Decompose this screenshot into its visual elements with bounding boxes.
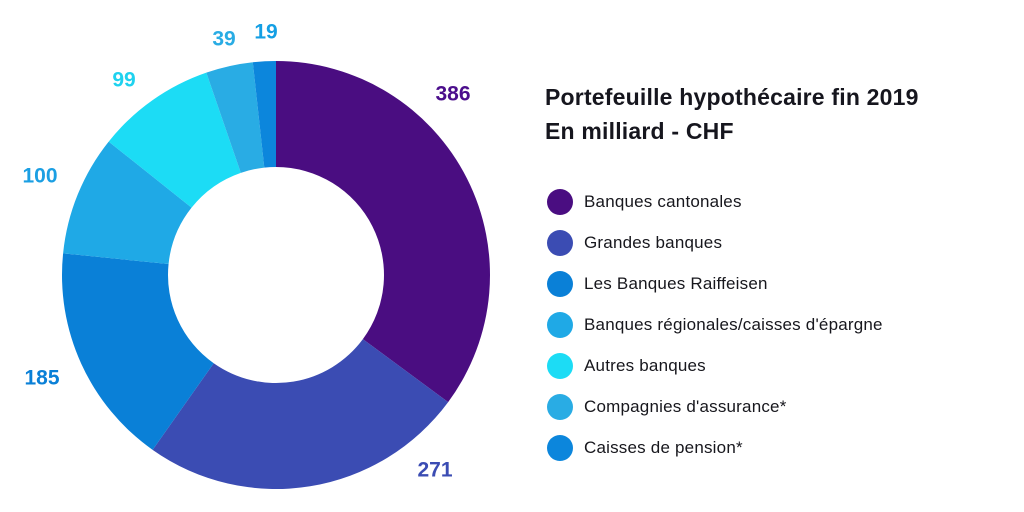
legend-swatch bbox=[547, 312, 573, 338]
legend-item-5: Compagnies d'assurance* bbox=[547, 394, 883, 420]
legend-item-0: Banques cantonales bbox=[547, 189, 883, 215]
donut-slice-6 bbox=[252, 61, 276, 168]
legend-swatch bbox=[547, 189, 573, 215]
chart-title-line1: Portefeuille hypothécaire fin 2019 bbox=[545, 84, 919, 110]
donut-slice-4 bbox=[108, 72, 241, 208]
legend-label: Banques régionales/caisses d'épargne bbox=[584, 315, 883, 334]
donut-slice-5 bbox=[206, 62, 265, 173]
legend-item-6: Caisses de pension* bbox=[547, 435, 883, 461]
slice-value-label-1: 271 bbox=[417, 459, 452, 482]
legend-swatch bbox=[547, 271, 573, 297]
legend-swatch bbox=[547, 353, 573, 379]
chart-title-line2: En milliard - CHF bbox=[545, 118, 734, 144]
slice-value-label-2: 185 bbox=[24, 367, 59, 390]
legend-label: Les Banques Raiffeisen bbox=[584, 274, 768, 293]
legend-item-2: Les Banques Raiffeisen bbox=[547, 271, 883, 297]
legend-label: Grandes banques bbox=[584, 233, 723, 252]
slice-value-label-3: 100 bbox=[22, 165, 57, 188]
slice-value-label-6: 19 bbox=[254, 21, 277, 44]
slice-value-label-0: 386 bbox=[435, 83, 470, 106]
legend: Banques cantonales Grandes banques Les Ban… bbox=[547, 189, 883, 476]
donut-chart: 386 271 185 100 99 39 19 bbox=[22, 21, 490, 489]
legend-swatch bbox=[547, 394, 573, 420]
legend-swatch bbox=[547, 230, 573, 256]
slice-value-label-5: 39 bbox=[212, 28, 235, 51]
donut-slice-0 bbox=[276, 61, 490, 403]
chart-title: Portefeuille hypothécaire fin 2019 En mi… bbox=[545, 80, 1015, 148]
slice-value-label-4: 99 bbox=[112, 69, 135, 92]
donut-slice-1 bbox=[152, 339, 449, 489]
donut-slice-3 bbox=[63, 141, 192, 265]
legend-label: Compagnies d'assurance* bbox=[584, 397, 787, 416]
donut-slice-2 bbox=[61, 253, 214, 450]
legend-swatch bbox=[547, 435, 573, 461]
legend-item-3: Banques régionales/caisses d'épargne bbox=[547, 312, 883, 338]
info-panel: Portefeuille hypothécaire fin 2019 En mi… bbox=[545, 80, 1015, 148]
legend-label: Banques cantonales bbox=[584, 192, 742, 211]
legend-label: Autres banques bbox=[584, 356, 706, 375]
legend-label: Caisses de pension* bbox=[584, 438, 743, 457]
legend-item-4: Autres banques bbox=[547, 353, 883, 379]
legend-item-1: Grandes banques bbox=[547, 230, 883, 256]
